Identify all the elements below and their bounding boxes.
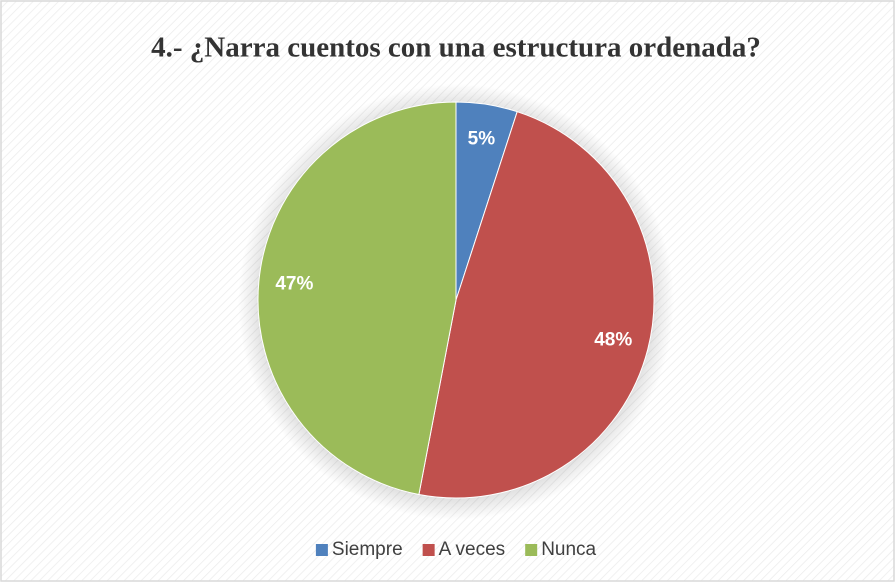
- legend-label: Siempre: [332, 539, 403, 560]
- data-label: 5%: [468, 129, 496, 150]
- data-label: 48%: [594, 329, 632, 350]
- pie-slice: [418, 111, 655, 499]
- chart-title: 4.- ¿Narra cuentos con una estructura or…: [151, 32, 761, 64]
- legend-label: Nunca: [541, 539, 596, 560]
- legend-swatch: [525, 544, 538, 556]
- data-label: 47%: [275, 274, 313, 295]
- legend-swatch: [422, 544, 435, 556]
- pie-slice: [257, 101, 457, 496]
- legend-swatch: [315, 544, 328, 556]
- legend-label: A veces: [439, 539, 506, 560]
